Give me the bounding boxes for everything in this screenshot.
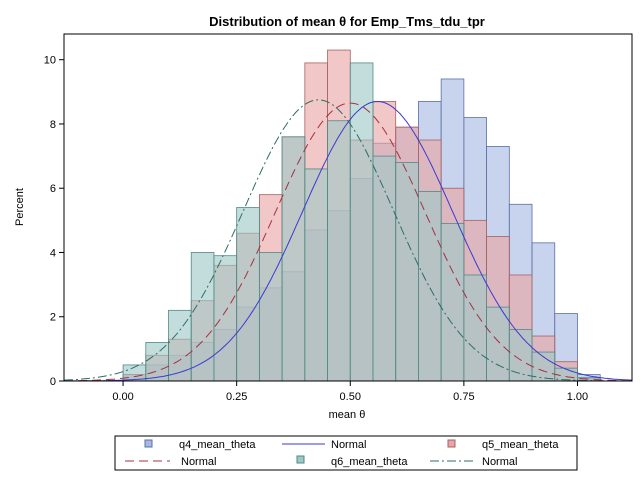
histogram-bars xyxy=(122,49,601,382)
bar-q6_mean_theta-1 xyxy=(145,342,169,382)
normal-curve-0 xyxy=(63,100,633,382)
x-tick-label-1: 0.25 xyxy=(226,391,247,403)
y-tick-label-1: 2 xyxy=(50,312,56,324)
plot-frame xyxy=(63,33,633,382)
x-tick-label-4: 1.00 xyxy=(567,391,588,403)
legend-label-normal-q6: Normal xyxy=(482,456,517,468)
legend-swatch-q6 xyxy=(296,455,305,464)
bar-q6_mean_theta-5 xyxy=(236,207,260,382)
y-tick-label-3: 6 xyxy=(50,183,56,195)
bar-q6_mean_theta-8 xyxy=(304,168,328,382)
legend-label-q5: q5_mean_theta xyxy=(482,439,559,451)
legend-box xyxy=(114,435,578,471)
legend-swatch-q5 xyxy=(447,439,456,448)
bar-q6_mean_theta-16 xyxy=(486,306,510,382)
legend: q4_mean_theta Normal q5_mean_theta Norma… xyxy=(114,435,578,471)
x-tick-label-0: 0.00 xyxy=(112,391,133,403)
legend-label-q6: q6_mean_theta xyxy=(331,456,408,468)
x-tick-label-3: 0.75 xyxy=(453,391,474,403)
x-axis: 0.00 0.25 0.50 0.75 1.00 xyxy=(112,381,588,403)
bar-q6_mean_theta-14 xyxy=(440,223,465,382)
normal-curve-2 xyxy=(63,99,633,382)
bar-q6_mean_theta-15 xyxy=(463,274,487,382)
bar-q6_mean_theta-4 xyxy=(213,255,238,382)
y-axis-label: Percent xyxy=(14,188,26,226)
bar-q6_mean_theta-11 xyxy=(372,155,397,382)
bars-q6_mean_theta xyxy=(122,62,601,382)
y-tick-label-2: 4 xyxy=(50,247,56,259)
y-tick-label-0: 0 xyxy=(50,376,56,388)
bar-q6_mean_theta-12 xyxy=(395,162,419,382)
bar-q6_mean_theta-9 xyxy=(327,120,351,382)
y-tick-label-4: 8 xyxy=(50,119,56,131)
legend-label-normal-q4: Normal xyxy=(331,439,366,451)
y-tick-label-5: 10 xyxy=(44,55,56,67)
legend-swatch-q4 xyxy=(144,439,153,448)
bar-q6_mean_theta-6 xyxy=(258,252,283,382)
legend-label-normal-q5: Normal xyxy=(181,456,216,468)
x-axis-label: mean θ xyxy=(329,409,366,421)
bar-q6_mean_theta-13 xyxy=(418,191,442,382)
bar-q6_mean_theta-2 xyxy=(168,309,192,382)
y-axis: 0 2 4 6 8 10 xyxy=(44,55,64,388)
legend-label-q4: q4_mean_theta xyxy=(179,439,256,451)
bar-q6_mean_theta-10 xyxy=(349,62,374,382)
bar-q6_mean_theta-3 xyxy=(190,252,215,382)
x-tick-label-2: 0.50 xyxy=(340,391,361,403)
chart-title: Distribution of mean θ for Emp_Tms_tdu_t… xyxy=(209,14,485,29)
bar-q6_mean_theta-17 xyxy=(508,329,533,382)
normal-curves xyxy=(63,99,633,382)
